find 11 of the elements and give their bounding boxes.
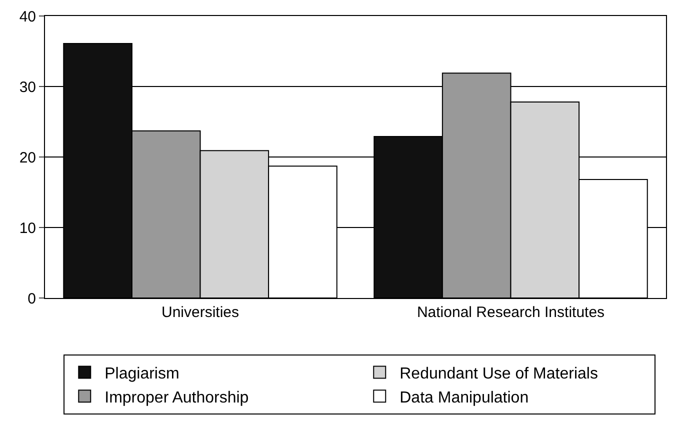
y-tick-label: 40 — [19, 8, 36, 26]
y-tick-label: 0 — [28, 290, 36, 308]
x-tick-label: Universities — [161, 304, 240, 321]
legend-label: Redundant Use of Materials — [400, 366, 598, 383]
y-tick-label: 30 — [19, 78, 36, 96]
y-tick-label: 10 — [19, 220, 36, 237]
y-tick-label: 20 — [19, 149, 36, 166]
legend-label: Improper Authorship — [104, 389, 249, 406]
legend-label: Plagiarism — [104, 366, 180, 383]
legend-label: Data Manipulation — [400, 389, 529, 406]
x-tick-label: National Research Institutes — [416, 304, 605, 321]
